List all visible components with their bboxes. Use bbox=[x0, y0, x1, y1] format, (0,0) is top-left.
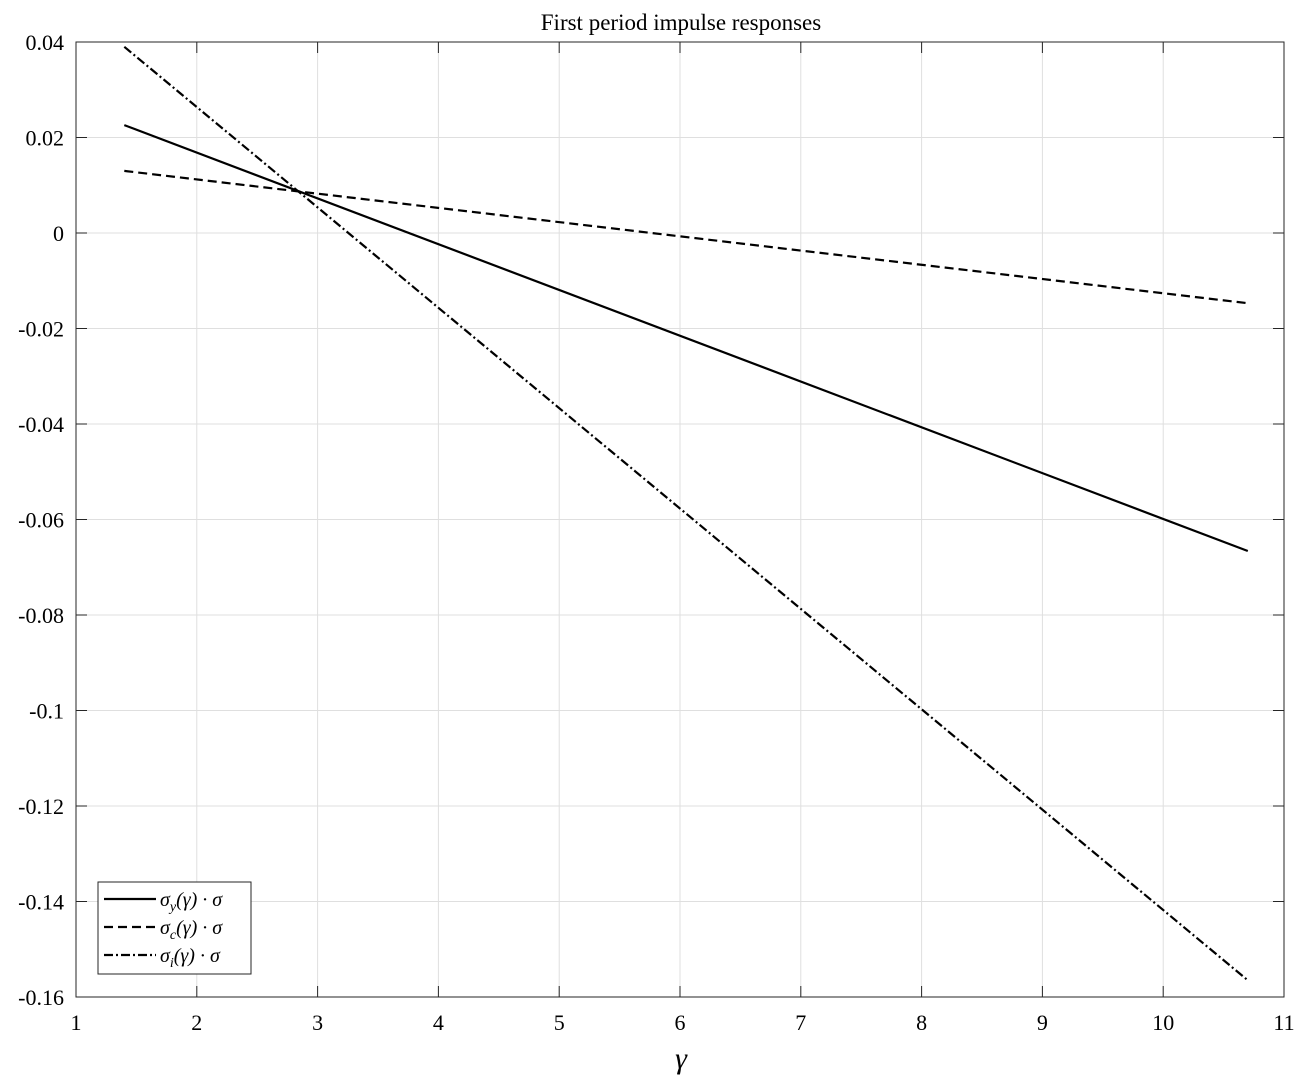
legend-label-y: σy(γ) · σ bbox=[160, 889, 223, 915]
x-tick-label: 8 bbox=[916, 1010, 927, 1035]
axis-ticks bbox=[75, 41, 1285, 998]
x-tick-label: 4 bbox=[433, 1010, 444, 1035]
grid-lines bbox=[76, 42, 1284, 997]
y-tick-label: -0.06 bbox=[18, 508, 64, 533]
chart-title: First period impulse responses bbox=[541, 10, 821, 35]
series-line-i bbox=[123, 45, 1249, 982]
x-tick-label: 9 bbox=[1037, 1010, 1048, 1035]
y-tick-label: -0.02 bbox=[18, 317, 64, 342]
y-tick-label: -0.08 bbox=[18, 603, 64, 628]
x-axis-tick-labels: 1 2 3 4 5 6 7 8 9 10 11 bbox=[71, 1010, 1295, 1035]
y-tick-label: -0.12 bbox=[18, 794, 64, 819]
x-tick-label: 11 bbox=[1273, 1010, 1294, 1035]
y-tick-label: -0.04 bbox=[18, 412, 64, 437]
x-tick-label: 3 bbox=[312, 1010, 323, 1035]
x-tick-label: 5 bbox=[554, 1010, 565, 1035]
x-tick-label: 2 bbox=[191, 1010, 202, 1035]
x-axis-label: γ bbox=[675, 1042, 688, 1075]
series-lines bbox=[123, 45, 1249, 982]
y-tick-label: 0 bbox=[53, 221, 64, 246]
y-tick-label: 0.04 bbox=[26, 30, 65, 55]
series-line-y bbox=[123, 124, 1249, 553]
legend-label-i: σi(γ) · σ bbox=[160, 945, 221, 971]
legend-label-c: σc(γ) · σ bbox=[160, 917, 223, 943]
y-tick-label: -0.16 bbox=[18, 985, 64, 1010]
y-tick-label: 0.02 bbox=[26, 126, 65, 151]
y-tick-label: -0.14 bbox=[18, 890, 64, 915]
legend: σy(γ) · σσc(γ) · σσi(γ) · σ bbox=[97, 881, 252, 975]
x-tick-label: 7 bbox=[795, 1010, 806, 1035]
y-axis-tick-labels: 0.04 0.02 0 -0.02 -0.04 -0.06 -0.08 -0.1 -0.12 -0… bbox=[18, 30, 64, 1010]
y-tick-label: -0.1 bbox=[29, 699, 64, 724]
x-tick-label: 10 bbox=[1152, 1010, 1174, 1035]
x-tick-label: 6 bbox=[675, 1010, 686, 1035]
series-line-c bbox=[124, 169, 1248, 305]
x-tick-label: 1 bbox=[71, 1010, 82, 1035]
